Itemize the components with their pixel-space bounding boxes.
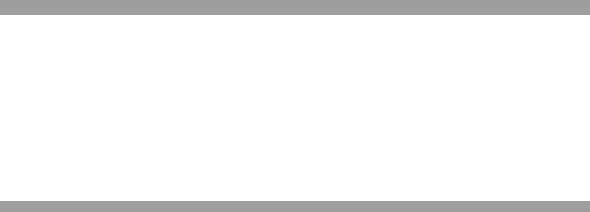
Text: Withdraw: Withdraw: [17, 146, 96, 163]
Text: Before Asset Value: Before Asset Value: [169, 30, 337, 47]
Text: Goes Up: Goes Up: [169, 70, 238, 87]
Text: Contribute: Contribute: [17, 70, 105, 87]
Text: Goes Down: Goes Down: [169, 108, 260, 125]
Text: Transaction: Transaction: [17, 30, 123, 47]
Text: Withdraw: Withdraw: [17, 184, 96, 201]
Text: Goes Up: Goes Up: [169, 146, 238, 163]
Text: Positive: Positive: [349, 184, 412, 201]
Text: Negative: Negative: [349, 108, 422, 125]
Text: Negative: Negative: [349, 146, 422, 163]
Text: Positive: Positive: [349, 70, 412, 87]
Text: Contribute: Contribute: [17, 108, 105, 125]
Text: Effect on Performance: Effect on Performance: [349, 30, 550, 47]
Text: Goes Down: Goes Down: [169, 184, 260, 201]
